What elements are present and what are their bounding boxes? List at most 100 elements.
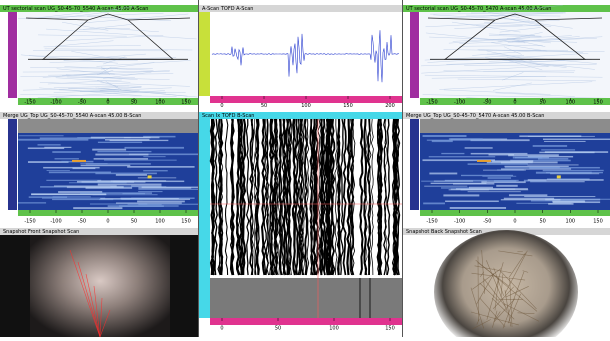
b-scan-streak [73,207,122,209]
b-scan-streak [54,185,117,186]
b-scan-streak [465,147,493,148]
side-ruler [8,119,17,210]
ruler-label: 150 [343,103,353,109]
panel-title: Merge UG_Top UG_S0-45-70_5470 A-scan 45.… [406,113,544,119]
b-scan-streak [469,187,493,189]
b-scan-streak [429,156,495,157]
b-scan-streak [108,205,164,207]
ruler-label: 50 [539,219,545,225]
b-scan-streak [543,170,604,171]
b-scan-streak [519,135,581,137]
ruler-label: 100 [155,100,165,106]
ruler-label: -150 [24,100,35,106]
b-scan-streak [431,183,487,184]
b-scan-streak [52,151,80,153]
panel-title: Snapshot Front Snapshot Scan [3,229,79,235]
b-scan-streak [501,199,561,200]
b-scan-streak [482,176,516,177]
b-scan-streak [81,165,131,166]
ruler-label: 0 [220,326,223,332]
tofd-lower [210,278,402,318]
b-scan-streak [488,177,511,179]
camera-image [30,235,170,337]
ruler-label: 100 [155,219,165,225]
panel-title: Snapshot Back Snapshot Scan [406,229,482,235]
b-scan-streak [100,198,179,199]
b-scan-streak [116,174,147,176]
b-scan-header [18,119,198,133]
b-scan-streak [524,196,595,197]
ruler-label: -100 [454,219,465,225]
b-scan-streak [533,145,567,147]
b-scan-streak [110,140,169,141]
b-scan-streak [441,153,464,154]
b-scan-streak [127,166,194,168]
b-scan-streak [541,149,575,150]
b-scan-streak [424,186,467,187]
b-scan-streak [543,139,610,140]
b-scan-streak [125,147,185,149]
b-scan-streak [496,185,518,187]
ruler-label: 50 [131,100,137,106]
ruler-label: 100 [566,100,576,106]
ruler-label: 150 [385,326,395,332]
b-scan-streak [508,154,559,156]
b-scan-streak [138,177,176,178]
b-scan-streak [19,135,64,136]
b-scan-streak [443,194,479,196]
b-scan-indication [557,175,561,178]
ruler-label: -50 [78,100,86,106]
ruler-label: 150 [181,100,191,106]
b-scan-streak [46,180,101,181]
ruler-label: -100 [50,219,61,225]
b-scan-streak [98,184,162,186]
ruler-label: 0 [106,100,109,106]
b-scan-indication [148,175,152,178]
b-scan-streak [98,142,142,143]
ruler-label: 150 [181,219,191,225]
b-scan-streak [509,194,547,196]
b-scan-streak [513,157,543,159]
panel-title: Merge UG_Top UG_S0-45-70_5540 A-scan 45.… [3,113,141,119]
ruler-label: 0 [513,100,516,106]
ruler-label: 100 [301,103,311,109]
b-scan-streak [449,138,483,140]
b-scan-streak [536,172,592,174]
s-scan-image [420,12,610,98]
b-scan-streak [86,163,151,164]
b-scan-streak [38,144,61,145]
b-scan-streak [468,163,528,164]
b-scan-streak [504,166,568,167]
b-scan-streak [450,207,506,209]
b-scan-streak [434,181,473,182]
b-scan-streak [18,202,46,203]
panel-title: Scan Ix TOFD B-Scan [202,113,254,119]
ruler-label: 0 [513,219,516,225]
ruler-label: -150 [426,219,437,225]
side-ruler [410,119,419,210]
b-scan-streak [501,168,571,169]
b-scan-streak [429,173,457,175]
ruler-label: -50 [78,219,86,225]
b-scan-streak [97,151,151,152]
b-scan-streak [69,182,127,183]
panel-title: UT sectorial scan UG_S0-45-70_5540 A-sca… [3,6,148,12]
b-scan-streak [95,154,148,156]
ruler-label: 50 [261,103,267,109]
ruler-label: 200 [385,103,395,109]
b-scan-indication [477,160,491,162]
b-scan-streak [423,203,445,205]
b-scan-streak [29,196,67,198]
b-scan-streak [137,201,185,203]
side-ruler [199,12,210,96]
b-scan-streak [138,191,162,192]
panel-title: A-Scan TOFD A-Scan [202,6,253,12]
ruler-label: 100 [566,219,576,225]
b-scan-streak [104,160,177,161]
b-scan-streak [494,180,517,182]
ruler-label: -50 [483,219,491,225]
ruler-label: -150 [426,100,437,106]
ruler-label: 0 [220,103,223,109]
ruler-label: 50 [539,100,545,106]
b-scan-streak [44,147,71,148]
